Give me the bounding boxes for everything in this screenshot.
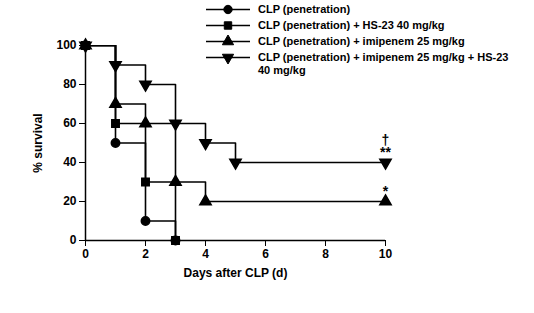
html-text:CLP (penetration) + imipenem 2: CLP (penetration) + imipenem 25 mg/kg + … [258,51,509,76]
svg-text:6: 6 [262,247,269,261]
svg-text:†: † [382,132,390,148]
svg-text:0: 0 [70,233,77,247]
svg-text:Days after CLP (d): Days after CLP (d) [184,266,288,280]
svg-text:40: 40 [63,155,77,169]
svg-text:4: 4 [202,247,209,261]
svg-text:8: 8 [322,247,329,261]
svg-text:*: * [383,183,389,199]
svg-text:0: 0 [82,247,89,261]
svg-text:% survival: % survival [31,113,45,172]
svg-text:80: 80 [63,77,77,91]
html-text:CLP (penetration) + HS-23 40 m: CLP (penetration) + HS-23 40 mg/kg [258,19,445,31]
svg-text:10: 10 [379,247,393,261]
svg-text:20: 20 [63,194,77,208]
html-text:CLP (penetration) + imipenem 2: CLP (penetration) + imipenem 25 mg/kg [258,35,465,47]
html-text:CLP (penetration): CLP (penetration) [258,3,351,15]
svg-text:100: 100 [56,38,76,52]
svg-text:2: 2 [142,247,149,261]
svg-text:60: 60 [63,116,77,130]
